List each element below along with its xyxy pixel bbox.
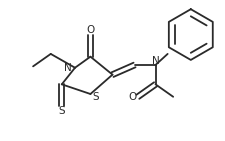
Text: N: N <box>63 63 71 73</box>
Text: O: O <box>128 92 136 102</box>
Text: S: S <box>58 106 65 116</box>
Text: N: N <box>152 56 159 66</box>
Text: S: S <box>93 92 99 103</box>
Text: O: O <box>86 25 94 35</box>
